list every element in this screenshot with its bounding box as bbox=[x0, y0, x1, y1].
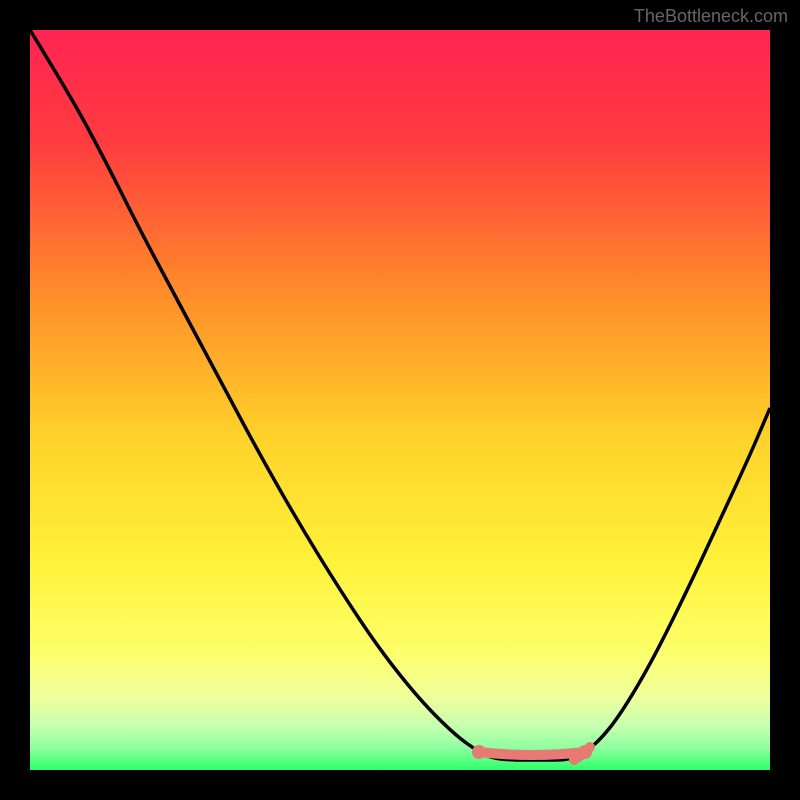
optimal-range-start-dot bbox=[472, 745, 486, 759]
chart-container: TheBottleneck.com bbox=[0, 0, 800, 800]
optimal-range-marker bbox=[479, 752, 585, 755]
attribution-text: TheBottleneck.com bbox=[634, 6, 788, 27]
chart-svg bbox=[0, 0, 800, 800]
gradient-background bbox=[30, 30, 770, 770]
